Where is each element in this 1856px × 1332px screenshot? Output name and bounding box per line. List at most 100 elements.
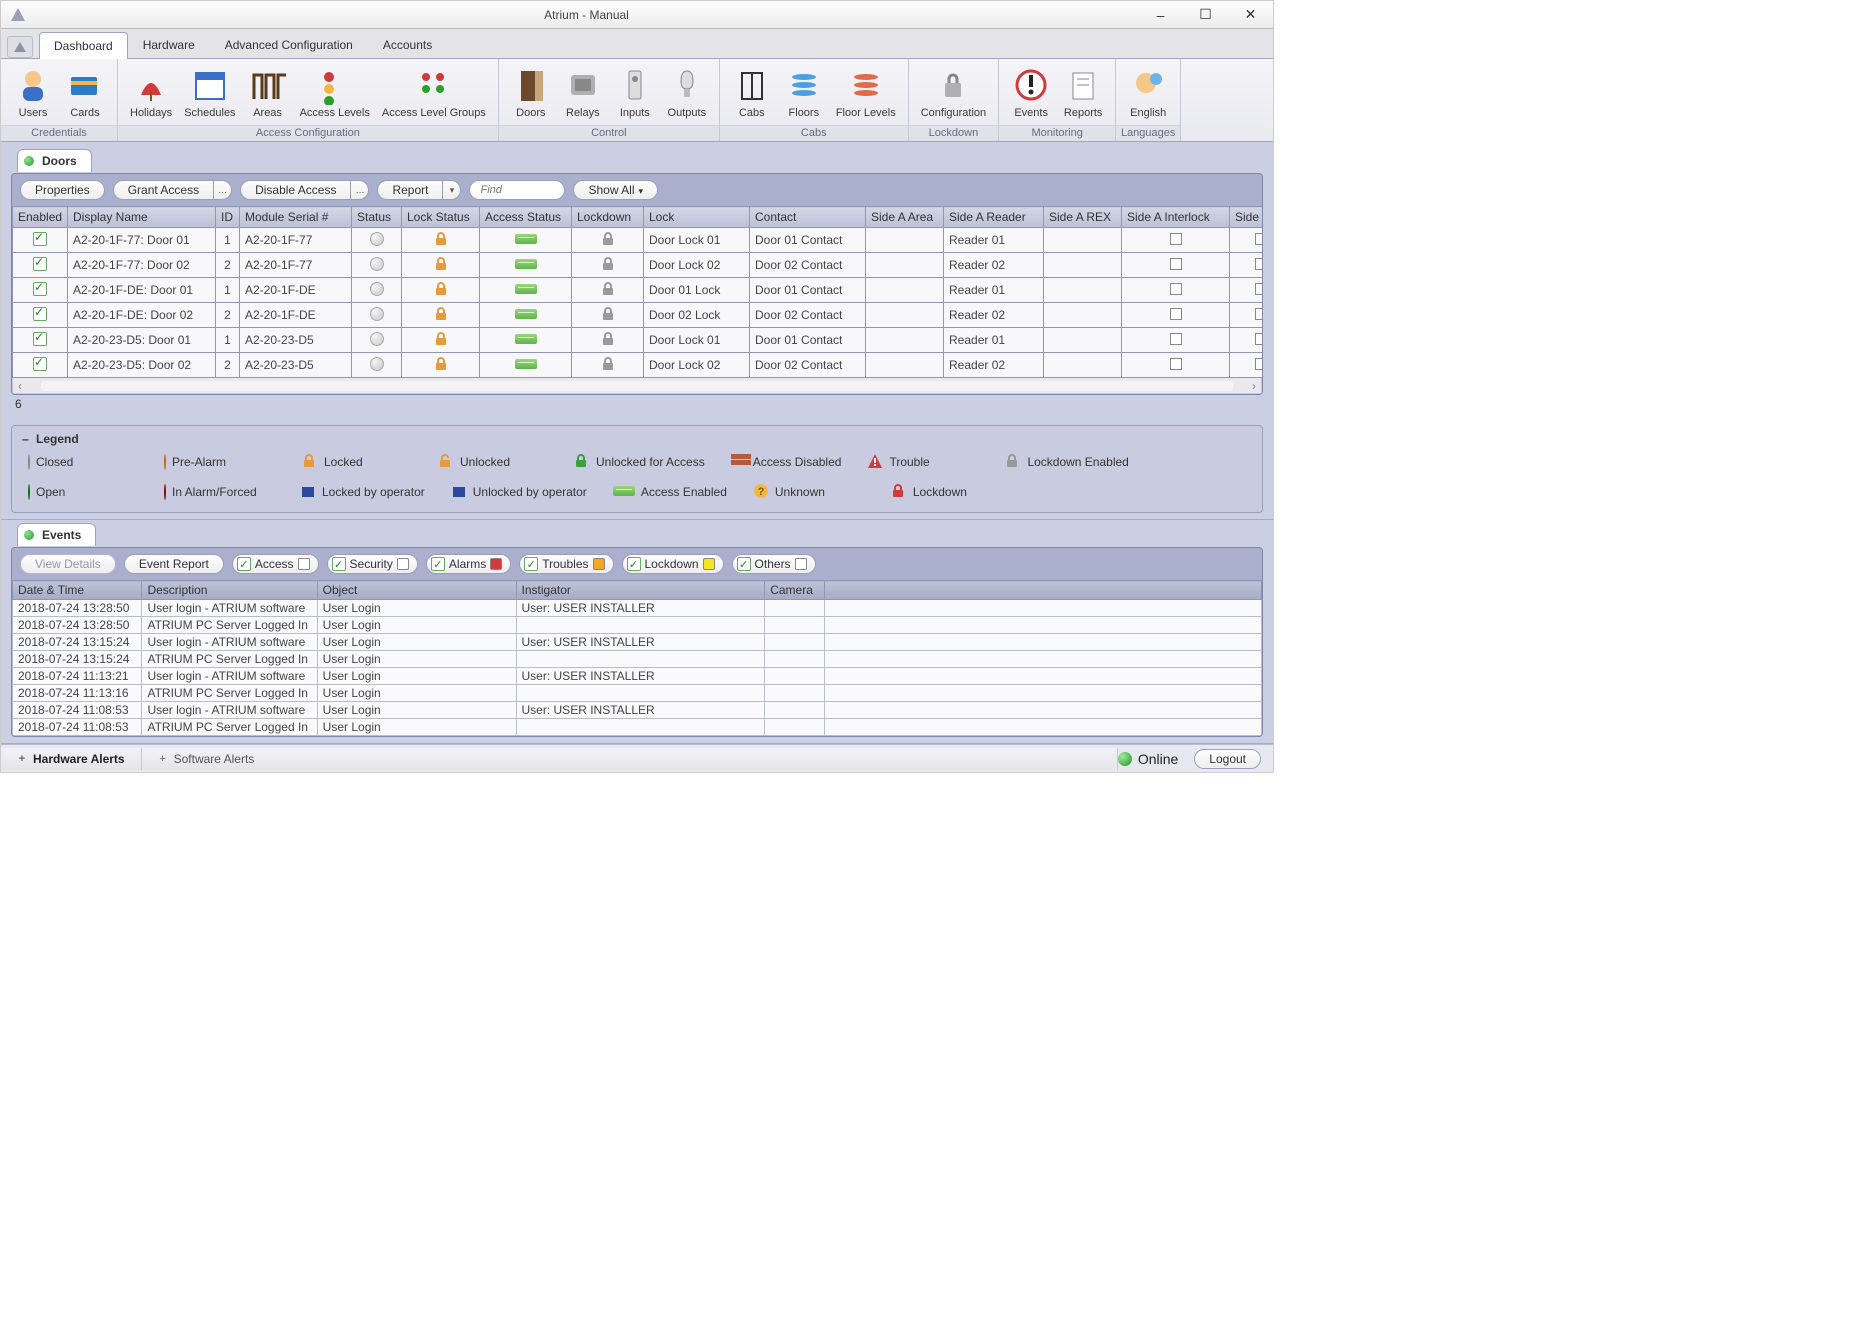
- side-a-ca-checkbox[interactable]: [1255, 358, 1263, 370]
- main-tab-dashboard[interactable]: Dashboard: [39, 32, 128, 59]
- ribbon-configuration[interactable]: Configuration: [915, 63, 992, 121]
- ribbon-users[interactable]: Users: [7, 63, 59, 121]
- col-header[interactable]: Side A Area: [866, 207, 944, 228]
- ribbon-english[interactable]: English: [1122, 63, 1174, 121]
- col-header[interactable]: ID: [216, 207, 240, 228]
- table-row[interactable]: A2-20-1F-77: Door 022A2-20-1F-77Door Loc…: [13, 253, 1263, 278]
- filter-access[interactable]: ✓Access: [232, 554, 319, 574]
- main-tab-accounts[interactable]: Accounts: [368, 31, 447, 58]
- view-details-button[interactable]: View Details: [20, 554, 116, 574]
- col-header[interactable]: Side A REX: [1044, 207, 1122, 228]
- enabled-checkbox[interactable]: [33, 232, 47, 246]
- col-header[interactable]: Access Status: [480, 207, 572, 228]
- col-header[interactable]: Side A Ca: [1230, 207, 1263, 228]
- table-row[interactable]: A2-20-1F-DE: Door 022A2-20-1F-DEDoor 02 …: [13, 303, 1263, 328]
- main-tab-advanced-configuration[interactable]: Advanced Configuration: [210, 31, 368, 58]
- col-header[interactable]: Contact: [750, 207, 866, 228]
- close-button[interactable]: ✕: [1228, 1, 1273, 29]
- logout-button[interactable]: Logout: [1194, 749, 1261, 769]
- col-header[interactable]: Description: [142, 581, 317, 600]
- col-header[interactable]: Side A Interlock: [1122, 207, 1230, 228]
- ribbon-outputs[interactable]: Outputs: [661, 63, 713, 121]
- side-a-ca-checkbox[interactable]: [1255, 308, 1263, 320]
- properties-button[interactable]: Properties: [20, 180, 105, 200]
- side-a-ca-checkbox[interactable]: [1255, 233, 1263, 245]
- event-report-button[interactable]: Event Report: [124, 554, 224, 574]
- disable-access-button[interactable]: Disable Access…: [240, 180, 369, 200]
- show-all-button[interactable]: Show All: [573, 180, 658, 200]
- side-a-ca-checkbox[interactable]: [1255, 258, 1263, 270]
- ribbon-floors[interactable]: Floors: [778, 63, 830, 121]
- event-row[interactable]: 2018-07-24 11:08:53ATRIUM PC Server Logg…: [13, 719, 1262, 736]
- interlock-checkbox[interactable]: [1170, 258, 1182, 270]
- ribbon-floor-levels[interactable]: Floor Levels: [830, 63, 902, 121]
- ribbon-relays[interactable]: Relays: [557, 63, 609, 121]
- ribbon-holidays[interactable]: Holidays: [124, 63, 178, 121]
- find-input[interactable]: [469, 180, 565, 200]
- main-tab-hardware[interactable]: Hardware: [128, 31, 210, 58]
- filter-others[interactable]: ✓Others: [732, 554, 816, 574]
- table-row[interactable]: A2-20-1F-77: Door 011A2-20-1F-77Door Loc…: [13, 228, 1263, 253]
- col-header[interactable]: Instigator: [516, 581, 765, 600]
- col-header[interactable]: Lockdown: [572, 207, 644, 228]
- interlock-checkbox[interactable]: [1170, 308, 1182, 320]
- ribbon-cabs[interactable]: Cabs: [726, 63, 778, 121]
- legend-icon: [613, 485, 635, 499]
- col-header[interactable]: Side A Reader: [944, 207, 1044, 228]
- col-header[interactable]: Date & Time: [13, 581, 142, 600]
- enabled-checkbox[interactable]: [33, 257, 47, 271]
- col-header[interactable]: Object: [317, 581, 516, 600]
- col-header[interactable]: Enabled: [13, 207, 68, 228]
- ribbon-reports[interactable]: Reports: [1057, 63, 1109, 121]
- event-row[interactable]: 2018-07-24 11:08:53User login - ATRIUM s…: [13, 702, 1262, 719]
- grant-access-button[interactable]: Grant Access…: [113, 180, 232, 200]
- col-header[interactable]: [825, 581, 1262, 600]
- filter-security[interactable]: ✓Security: [327, 554, 418, 574]
- ribbon-schedules[interactable]: Schedules: [178, 63, 241, 121]
- software-alerts-tab[interactable]: +Software Alerts: [142, 748, 1118, 770]
- interlock-checkbox[interactable]: [1170, 358, 1182, 370]
- enabled-checkbox[interactable]: [33, 282, 47, 296]
- col-header[interactable]: Lock: [644, 207, 750, 228]
- interlock-checkbox[interactable]: [1170, 283, 1182, 295]
- hardware-alerts-tab[interactable]: +Hardware Alerts: [1, 748, 142, 770]
- ribbon-inputs[interactable]: Inputs: [609, 63, 661, 121]
- event-row[interactable]: 2018-07-24 13:15:24User login - ATRIUM s…: [13, 634, 1262, 651]
- side-a-ca-checkbox[interactable]: [1255, 333, 1263, 345]
- doors-tab[interactable]: Doors: [17, 149, 92, 172]
- ribbon-access-level-groups[interactable]: Access Level Groups: [376, 63, 492, 121]
- col-header[interactable]: Camera: [765, 581, 825, 600]
- report-button[interactable]: Report▾: [377, 180, 461, 200]
- event-row[interactable]: 2018-07-24 11:13:16ATRIUM PC Server Logg…: [13, 685, 1262, 702]
- ribbon-doors[interactable]: Doors: [505, 63, 557, 121]
- table-row[interactable]: A2-20-23-D5: Door 011A2-20-23-D5Door Loc…: [13, 328, 1263, 353]
- enabled-checkbox[interactable]: [33, 307, 47, 321]
- ribbon-access-levels[interactable]: Access Levels: [294, 63, 376, 121]
- col-header[interactable]: Status: [352, 207, 402, 228]
- interlock-checkbox[interactable]: [1170, 233, 1182, 245]
- enabled-checkbox[interactable]: [33, 357, 47, 371]
- events-tab[interactable]: Events: [17, 523, 96, 546]
- ribbon-cards[interactable]: Cards: [59, 63, 111, 121]
- table-row[interactable]: A2-20-1F-DE: Door 011A2-20-1F-DEDoor 01 …: [13, 278, 1263, 303]
- app-menu-icon[interactable]: [7, 36, 33, 58]
- filter-lockdown[interactable]: ✓Lockdown: [622, 554, 724, 574]
- event-row[interactable]: 2018-07-24 13:28:50User login - ATRIUM s…: [13, 600, 1262, 617]
- maximize-button[interactable]: ☐: [1183, 1, 1228, 29]
- interlock-checkbox[interactable]: [1170, 333, 1182, 345]
- event-row[interactable]: 2018-07-24 11:13:21User login - ATRIUM s…: [13, 668, 1262, 685]
- filter-alarms[interactable]: ✓Alarms: [426, 554, 511, 574]
- side-a-ca-checkbox[interactable]: [1255, 283, 1263, 295]
- event-row[interactable]: 2018-07-24 13:15:24ATRIUM PC Server Logg…: [13, 651, 1262, 668]
- ribbon-events[interactable]: Events: [1005, 63, 1057, 121]
- col-header[interactable]: Module Serial #: [240, 207, 352, 228]
- col-header[interactable]: Display Name: [68, 207, 216, 228]
- ribbon-areas[interactable]: Areas: [242, 63, 294, 121]
- minimize-button[interactable]: –: [1138, 1, 1183, 29]
- table-row[interactable]: A2-20-23-D5: Door 022A2-20-23-D5Door Loc…: [13, 353, 1263, 378]
- doors-hscroll[interactable]: ‹›: [12, 378, 1262, 394]
- filter-troubles[interactable]: ✓Troubles: [519, 554, 613, 574]
- col-header[interactable]: Lock Status: [402, 207, 480, 228]
- event-row[interactable]: 2018-07-24 13:28:50ATRIUM PC Server Logg…: [13, 617, 1262, 634]
- enabled-checkbox[interactable]: [33, 332, 47, 346]
